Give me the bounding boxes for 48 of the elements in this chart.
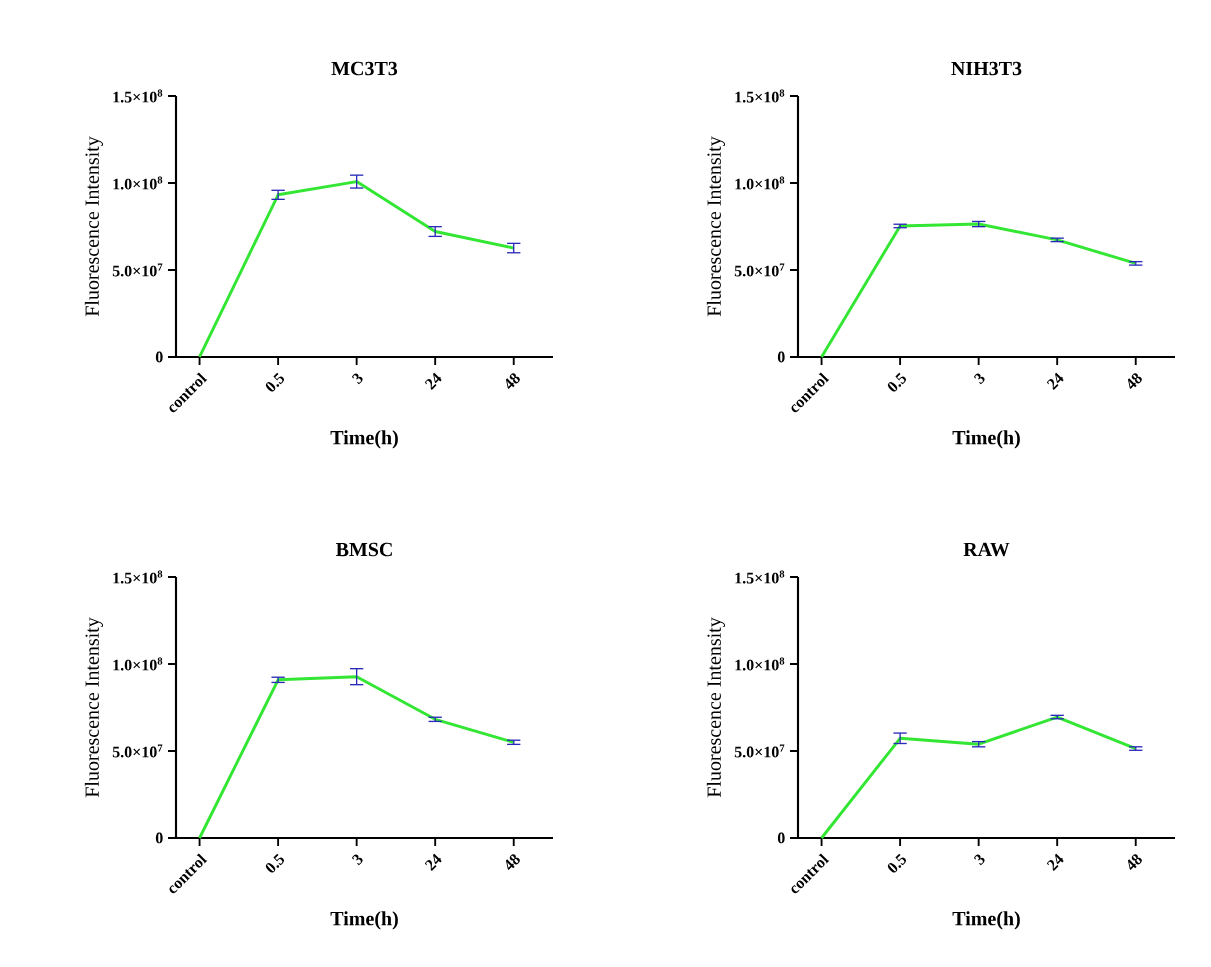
chart-title: RAW xyxy=(963,542,1010,557)
x-axis-title: Time(h) xyxy=(952,430,1020,449)
x-tick-label: 48 xyxy=(505,854,520,870)
y-tick-label: 1.0×10$^{8}$ xyxy=(113,176,163,190)
y-tick-label: 1.0×10$^{8}$ xyxy=(113,657,163,671)
x-axis-title: Time(h) xyxy=(952,911,1020,930)
x-tick-label: 0.5 xyxy=(265,853,285,873)
x-tick-label: 0.5 xyxy=(887,853,907,873)
x-tick-label: 48 xyxy=(505,373,520,389)
x-tick-label: 0.5 xyxy=(887,372,907,392)
y-tick-label: 1.0×10$^{8}$ xyxy=(735,176,785,190)
x-axis-title: Time(h) xyxy=(330,911,398,930)
x-tick-label: 24 xyxy=(1046,853,1064,871)
y-tick-label: 5.0×10$^{7}$ xyxy=(734,263,785,277)
x-tick-label: 3 xyxy=(973,373,985,385)
x-tick-label: 3 xyxy=(973,854,985,866)
x-tick-label: 48 xyxy=(1127,854,1142,870)
y-tick-label: 1.5×10$^{8}$ xyxy=(735,89,785,103)
y-tick-label: 1.5×10$^{8}$ xyxy=(735,570,785,584)
x-axis-title: Time(h) xyxy=(330,430,398,449)
x-tick-label: 24 xyxy=(424,853,442,871)
chart-title: NIH3T3 xyxy=(951,61,1022,76)
y-axis-title: Fluorescence Intensity xyxy=(84,136,104,317)
y-tick-label: 1.5×10$^{8}$ xyxy=(113,570,163,584)
x-tick-label: 3 xyxy=(351,854,363,866)
x-tick-label: 24 xyxy=(424,372,442,390)
y-tick-label: 5.0×10$^{7}$ xyxy=(112,263,163,277)
y-tick-label: 0 xyxy=(155,832,163,844)
line-series xyxy=(198,675,516,840)
y-tick-label: 1.0×10$^{8}$ xyxy=(735,657,785,671)
y-tick-label: 0 xyxy=(155,351,163,363)
x-tick-label: 3 xyxy=(351,373,363,385)
y-axis-title: Fluorescence Intensity xyxy=(84,617,104,798)
y-axis-title: Fluorescence Intensity xyxy=(706,136,726,317)
line-series xyxy=(820,715,1138,840)
line-series xyxy=(820,222,1138,359)
y-tick-label: 1.5×10$^{8}$ xyxy=(113,89,163,103)
y-tick-label: 0 xyxy=(777,351,785,363)
chart-title: BMSC xyxy=(335,542,392,557)
x-tick-label: 48 xyxy=(1127,373,1142,389)
y-tick-label: 0 xyxy=(777,832,785,844)
y-tick-label: 5.0×10$^{7}$ xyxy=(734,744,785,758)
x-tick-label: 24 xyxy=(1046,372,1064,390)
x-tick-label: 0.5 xyxy=(265,372,285,392)
y-tick-label: 5.0×10$^{7}$ xyxy=(112,744,163,758)
y-axis-title: Fluorescence Intensity xyxy=(706,617,726,798)
chart-title: MC3T3 xyxy=(331,61,398,76)
line-series xyxy=(198,180,516,359)
